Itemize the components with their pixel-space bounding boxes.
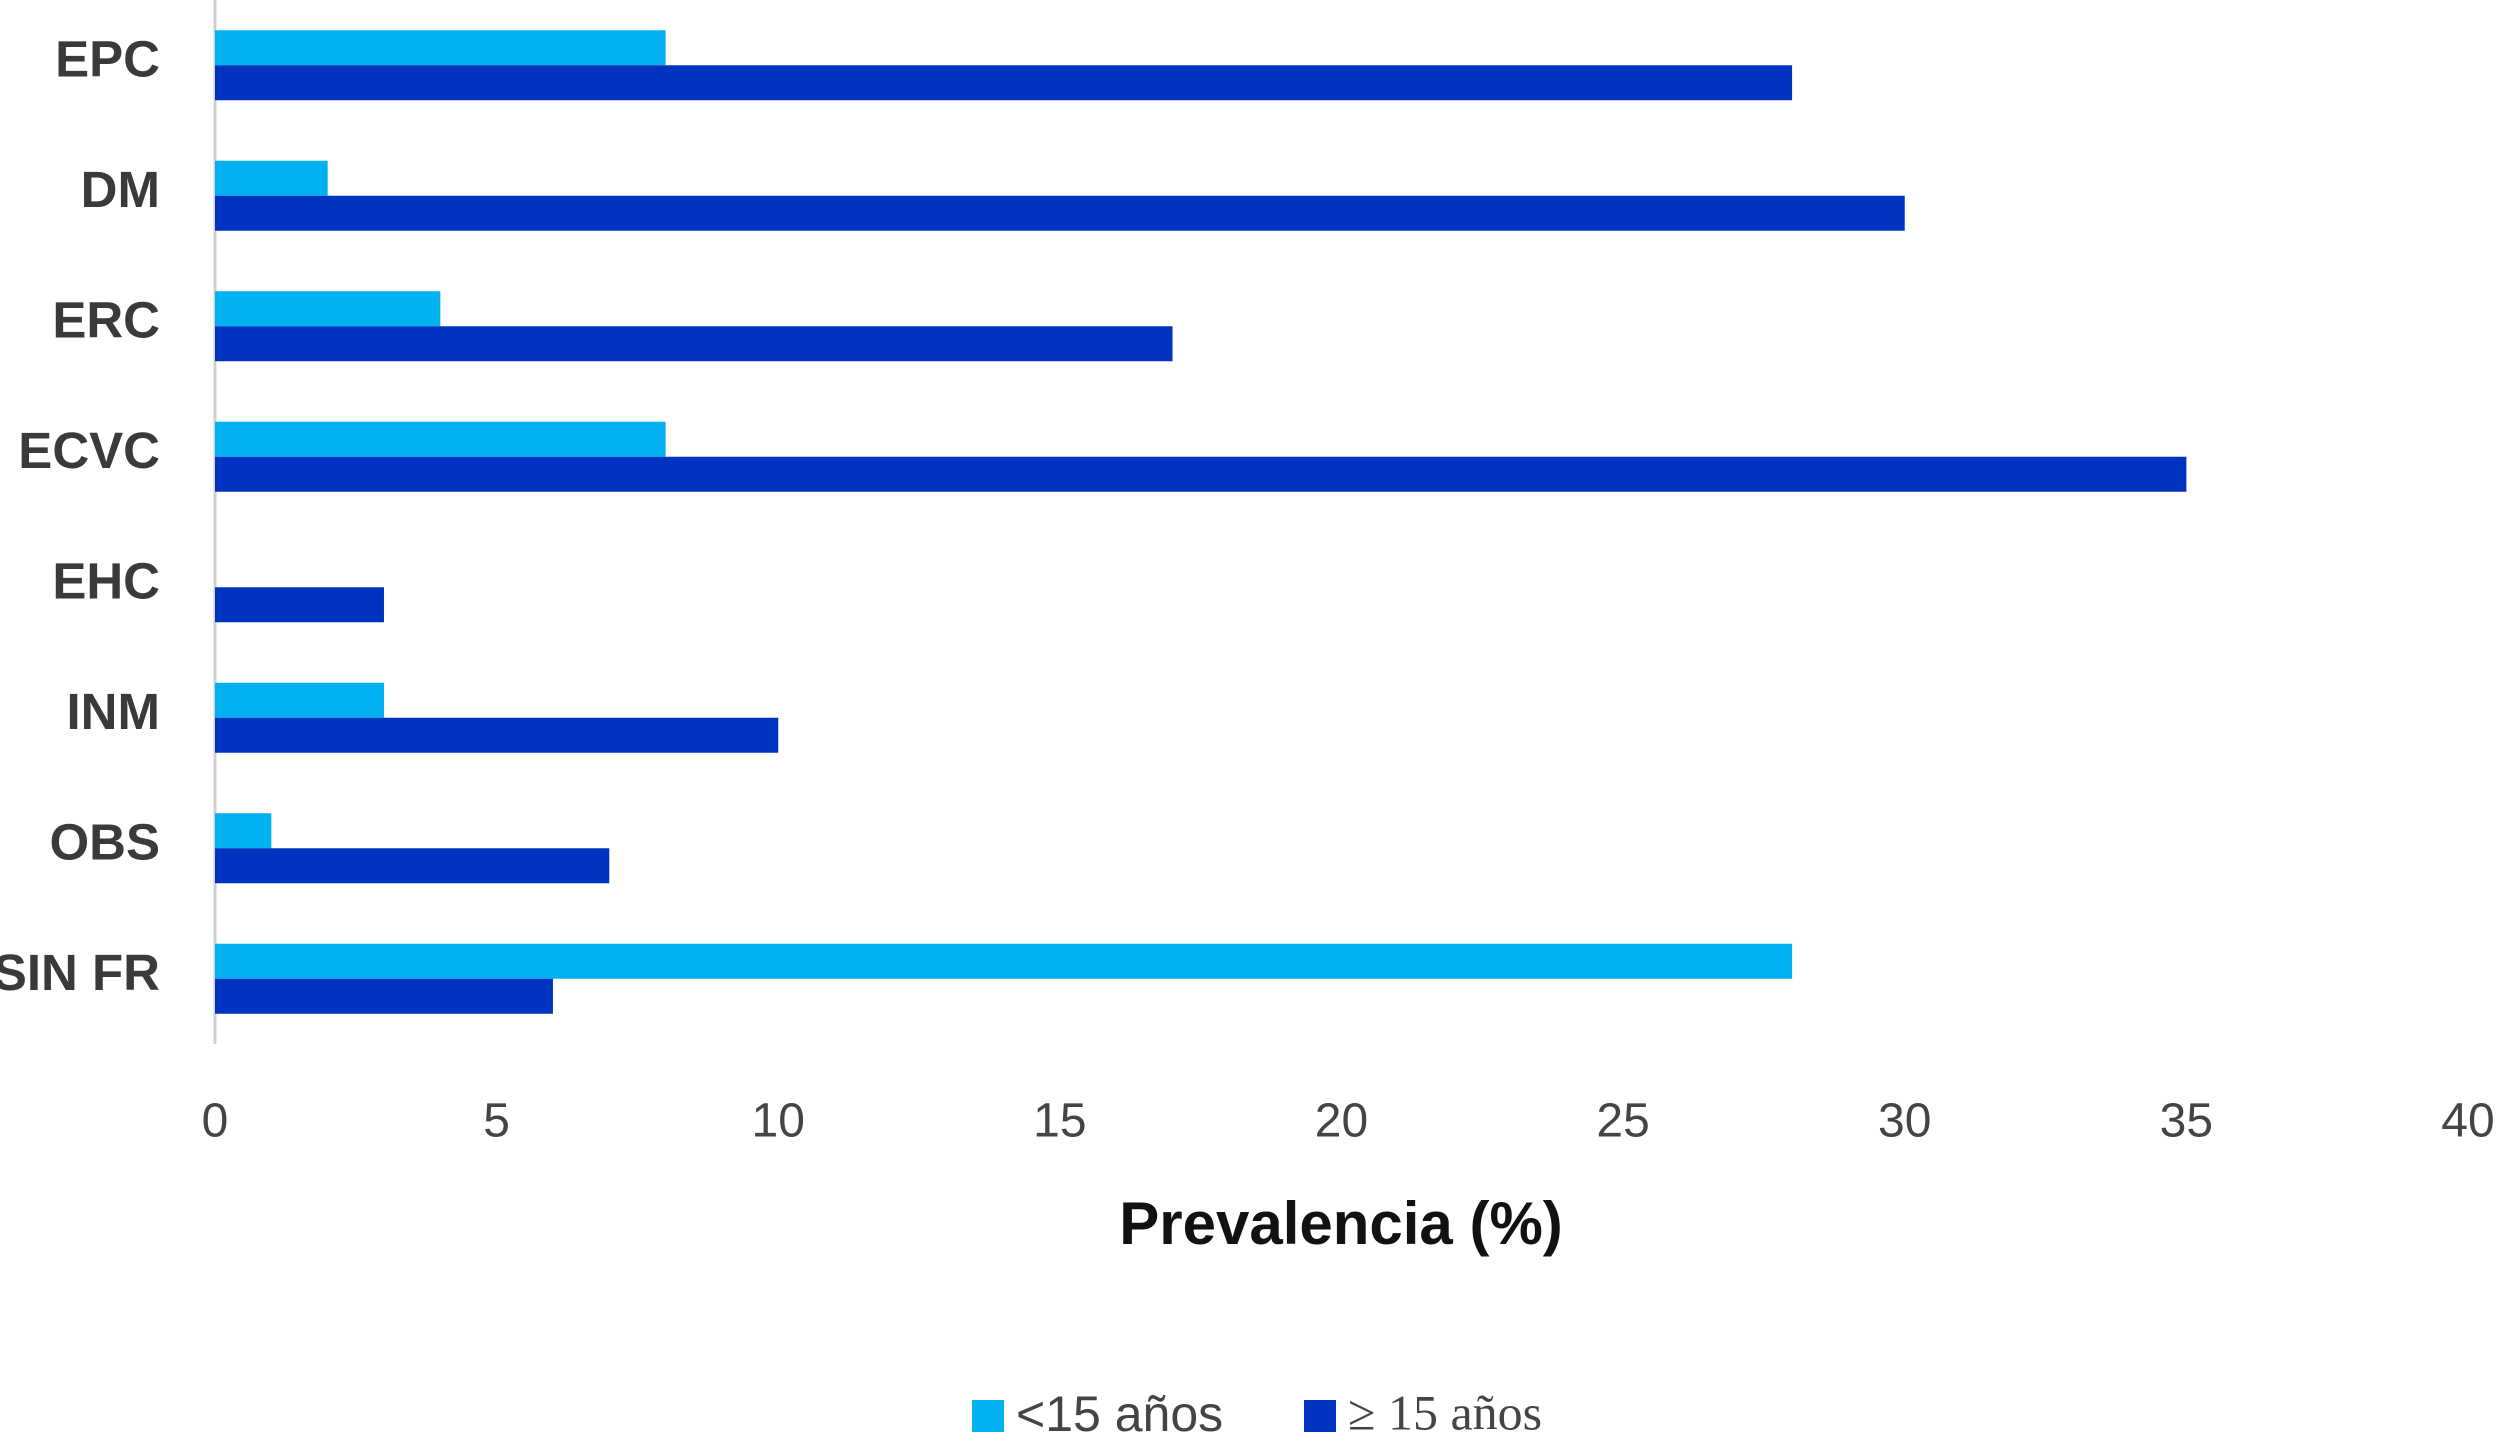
bar bbox=[215, 587, 384, 623]
x-tick-label: 20 bbox=[1315, 1095, 1368, 1148]
bar bbox=[215, 813, 272, 849]
y-tick-label: SIN FR bbox=[0, 944, 160, 1001]
y-tick-label: OBS bbox=[49, 814, 160, 871]
bar bbox=[215, 456, 2187, 492]
y-tick-label: EPC bbox=[55, 31, 160, 88]
legend-swatch bbox=[1304, 1400, 1336, 1432]
x-tick-label: 10 bbox=[752, 1095, 805, 1148]
bar bbox=[215, 978, 553, 1014]
bar bbox=[215, 717, 779, 753]
x-tick-label: 5 bbox=[483, 1095, 510, 1148]
bar bbox=[215, 421, 666, 457]
bar bbox=[215, 682, 384, 718]
legend-label: <15 años bbox=[1016, 1386, 1223, 1442]
bar bbox=[215, 326, 1173, 362]
x-tick-label: 35 bbox=[2160, 1095, 2213, 1148]
bar bbox=[215, 291, 441, 327]
x-tick-label: 40 bbox=[2441, 1095, 2494, 1148]
x-tick-label: 30 bbox=[1878, 1095, 1931, 1148]
bar bbox=[215, 160, 328, 196]
x-tick-label: 15 bbox=[1033, 1095, 1086, 1148]
bar bbox=[215, 848, 610, 884]
bar bbox=[215, 943, 1793, 979]
legend-swatch bbox=[972, 1400, 1004, 1432]
bar bbox=[215, 30, 666, 66]
y-tick-label: ECVC bbox=[18, 422, 160, 479]
x-tick-label: 25 bbox=[1596, 1095, 1649, 1148]
x-tick-label: 0 bbox=[202, 1095, 229, 1148]
y-tick-label: DM bbox=[81, 161, 160, 218]
y-tick-label: INM bbox=[67, 683, 160, 740]
bar bbox=[215, 195, 1905, 231]
y-tick-label: ERC bbox=[52, 292, 160, 349]
bar bbox=[215, 65, 1793, 101]
y-tick-label: EHC bbox=[52, 553, 160, 610]
x-axis-title: Prevalencia (%) bbox=[1119, 1190, 1563, 1257]
legend-label: ≥ 15 años bbox=[1348, 1384, 1542, 1440]
